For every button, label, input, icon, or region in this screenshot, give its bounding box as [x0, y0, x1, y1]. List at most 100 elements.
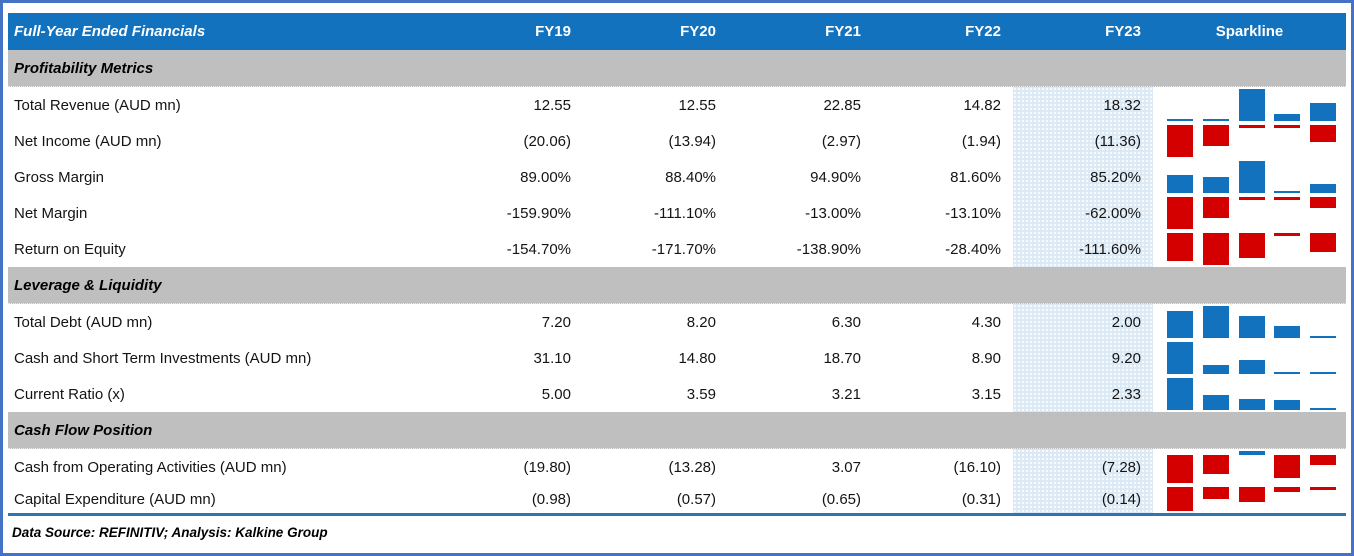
spark-slot	[1202, 306, 1229, 338]
column-header-sparkline: Sparkline	[1215, 23, 1284, 40]
table-row: Current Ratio (x) 5.00 3.59 3.21 3.15 2.33	[8, 376, 1346, 412]
value-fy22: 81.60%	[950, 168, 1001, 186]
spark-bar-positive	[1167, 311, 1193, 338]
metric-label: Net Income (AUD mn)	[14, 132, 162, 150]
section-header: Cash Flow Position	[8, 412, 1346, 449]
spark-slot	[1310, 233, 1336, 265]
spark-slot	[1274, 197, 1301, 229]
table-row: Return on Equity -154.70% -171.70% -138.90%…	[8, 231, 1346, 267]
value-fy23: -62.00%	[1013, 195, 1153, 231]
value-fy21: 94.90%	[810, 168, 861, 186]
spark-slot	[1238, 487, 1265, 511]
spark-bar-negative	[1202, 125, 1229, 147]
value-fy20: (13.28)	[668, 458, 716, 476]
section-header: Profitability Metrics	[8, 50, 1346, 87]
spark-slot	[1167, 342, 1193, 374]
sparkline	[1153, 485, 1346, 513]
value-fy20: (13.94)	[668, 132, 716, 150]
spark-slot	[1167, 89, 1193, 121]
value-fy20: 3.59	[686, 385, 716, 403]
spark-slot	[1167, 161, 1193, 193]
spark-bar-positive	[1167, 342, 1193, 374]
spark-slot	[1202, 89, 1229, 121]
sparkline	[1153, 304, 1346, 340]
spark-slot	[1274, 487, 1301, 511]
value-fy19: 7.20	[541, 313, 571, 331]
value-fy23: (0.14)	[1013, 485, 1153, 513]
spark-slot	[1274, 161, 1301, 193]
spark-bar-positive	[1167, 118, 1193, 121]
spark-slot	[1310, 125, 1336, 157]
value-fy21: (0.65)	[821, 490, 861, 508]
spark-bar-negative	[1274, 487, 1301, 492]
spark-bar-positive	[1167, 378, 1193, 410]
value-fy21: 3.07	[831, 458, 861, 476]
spark-slot	[1238, 451, 1265, 483]
spark-slot	[1238, 378, 1265, 410]
spark-bar-positive	[1238, 161, 1265, 193]
spark-bar-positive	[1238, 399, 1265, 410]
value-fy19: -159.90%	[506, 204, 571, 222]
sparkline	[1153, 159, 1346, 195]
spark-bar-negative	[1274, 197, 1301, 200]
spark-slot	[1310, 342, 1336, 374]
spark-bar-positive	[1310, 335, 1336, 338]
sparkline	[1153, 449, 1346, 485]
spark-slot	[1238, 342, 1265, 374]
column-header-fy19: FY19	[535, 23, 571, 40]
value-fy20: 12.55	[678, 96, 716, 114]
spark-slot	[1238, 306, 1265, 338]
table-title: Full-Year Ended Financials	[14, 23, 206, 40]
spark-bar-negative	[1167, 455, 1193, 483]
spark-slot	[1202, 487, 1229, 511]
table-row: Total Revenue (AUD mn) 12.55 12.55 22.85 14.…	[8, 87, 1346, 123]
spark-slot	[1310, 487, 1336, 511]
metric-label: Gross Margin	[14, 168, 105, 186]
spark-slot	[1202, 378, 1229, 410]
table-row: Cash and Short Term Investments (AUD mn)…	[8, 340, 1346, 376]
spark-bar-negative	[1238, 487, 1265, 502]
table-row: Total Debt (AUD mn) 7.20 8.20 6.30 4.30 2.00	[8, 304, 1346, 340]
value-fy23: (11.36)	[1013, 123, 1153, 159]
value-fy22: (1.94)	[961, 132, 1001, 150]
column-header-fy21: FY21	[825, 23, 861, 40]
column-header-fy20: FY20	[680, 23, 716, 40]
spark-bar-positive	[1310, 407, 1336, 410]
value-fy22: 14.82	[963, 96, 1001, 114]
spark-bar-positive	[1202, 306, 1229, 338]
table-header-row: Full-Year Ended Financials FY19 FY20 FY2…	[8, 13, 1346, 50]
value-fy21: -13.00%	[805, 204, 861, 222]
value-fy19: (20.06)	[523, 132, 571, 150]
spark-bar-negative	[1238, 233, 1265, 258]
spark-bar-positive	[1274, 371, 1301, 374]
value-fy21: -138.90%	[796, 240, 861, 258]
sparkline	[1153, 195, 1346, 231]
spark-bar-positive	[1167, 175, 1193, 193]
value-fy19: 31.10	[533, 349, 571, 367]
spark-bar-positive	[1238, 315, 1265, 338]
spark-bar-positive	[1274, 326, 1301, 338]
spark-bar-positive	[1310, 371, 1336, 374]
spark-slot	[1202, 197, 1229, 229]
spark-slot	[1202, 125, 1229, 157]
spark-slot	[1274, 125, 1301, 157]
value-fy19: 12.55	[533, 96, 571, 114]
spark-slot	[1202, 451, 1229, 483]
spark-bar-negative	[1274, 233, 1301, 236]
spark-bar-positive	[1202, 118, 1229, 121]
value-fy22: -13.10%	[945, 204, 1001, 222]
value-fy22: (16.10)	[953, 458, 1001, 476]
source-note: Data Source: REFINITIV; Analysis: Kalkin…	[12, 524, 328, 540]
value-fy21: 18.70	[823, 349, 861, 367]
spark-bar-negative	[1274, 125, 1301, 128]
metric-label: Current Ratio (x)	[14, 385, 125, 403]
value-fy23: 9.20	[1013, 340, 1153, 376]
spark-bar-negative	[1310, 487, 1336, 490]
value-fy19: 89.00%	[520, 168, 571, 186]
spark-slot	[1238, 125, 1265, 157]
value-fy19: -154.70%	[506, 240, 571, 258]
spark-bar-negative	[1202, 487, 1229, 500]
metric-label: Net Margin	[14, 204, 88, 222]
spark-slot	[1167, 125, 1193, 157]
value-fy20: 8.20	[686, 313, 716, 331]
